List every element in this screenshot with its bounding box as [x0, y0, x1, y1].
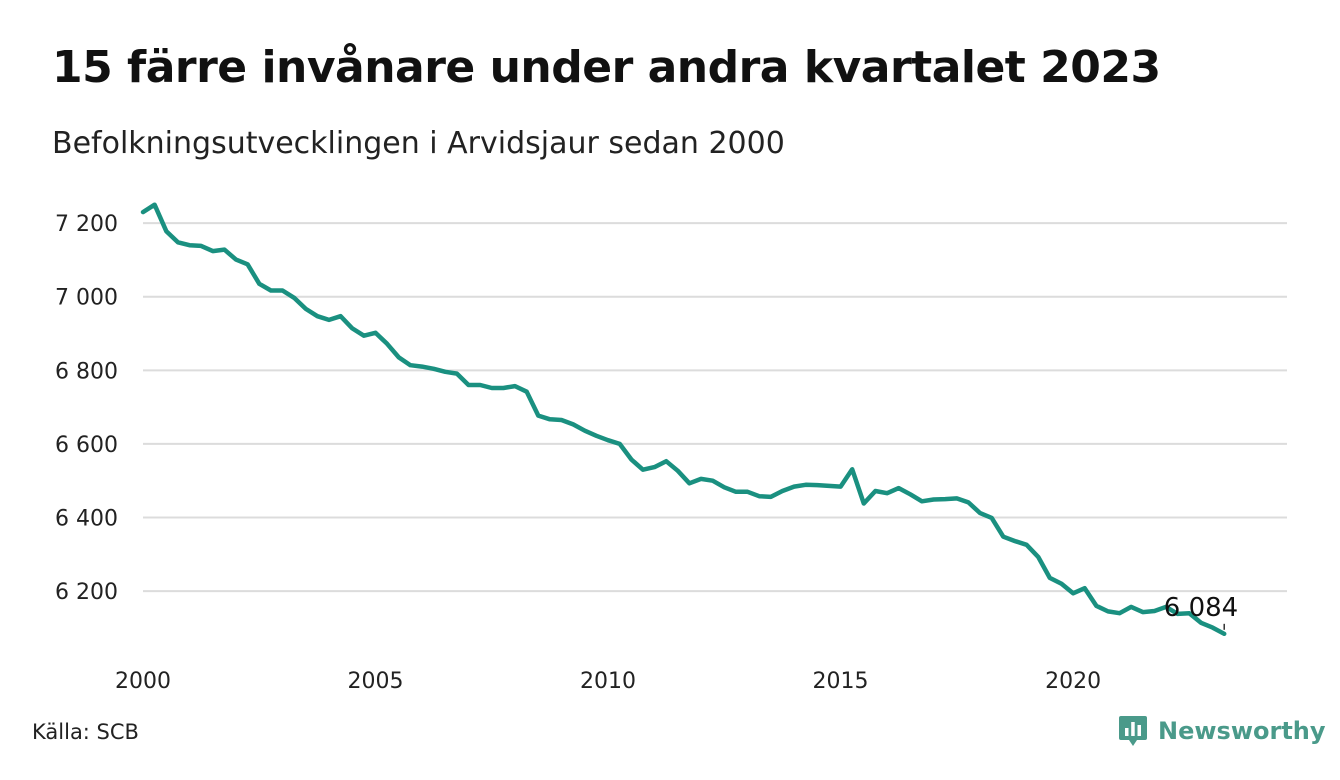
x-tick-label: 2005: [348, 669, 404, 694]
chart-title: 15 färre invånare under andra kvartalet …: [52, 42, 1161, 93]
newsworthy-logo-icon: [1119, 716, 1147, 746]
grid-lines: [143, 222, 1287, 593]
y-tick-label: 7 000: [55, 286, 118, 311]
y-tick-label: 7 200: [55, 212, 118, 237]
y-tick-label: 6 600: [55, 433, 118, 458]
chart-subtitle: Befolkningsutvecklingen i Arvidsjaur sed…: [52, 126, 785, 161]
x-tick-label: 2000: [115, 669, 171, 694]
x-tick-label: 2020: [1045, 669, 1101, 694]
y-tick-label: 6 200: [55, 580, 118, 605]
brand-logo: Newsworthy: [1118, 714, 1326, 748]
annotation-group: 6 084: [1164, 593, 1238, 630]
series-line: [140, 202, 1227, 637]
y-tick-label: 6 400: [55, 507, 118, 532]
source-label: Källa: SCB: [32, 720, 139, 744]
x-axis-ticks: 2000 2005 2010 2015 2020: [115, 669, 1101, 694]
x-tick-label: 2015: [813, 669, 869, 694]
brand-name: Newsworthy: [1158, 717, 1326, 745]
x-tick-label: 2010: [580, 669, 636, 694]
y-tick-label: 6 800: [55, 359, 118, 384]
series-group: [140, 202, 1227, 637]
y-axis-ticks: 6 200 6 400 6 600 6 800 7 000 7 200: [55, 212, 118, 605]
last-value-label: 6 084: [1164, 593, 1238, 623]
